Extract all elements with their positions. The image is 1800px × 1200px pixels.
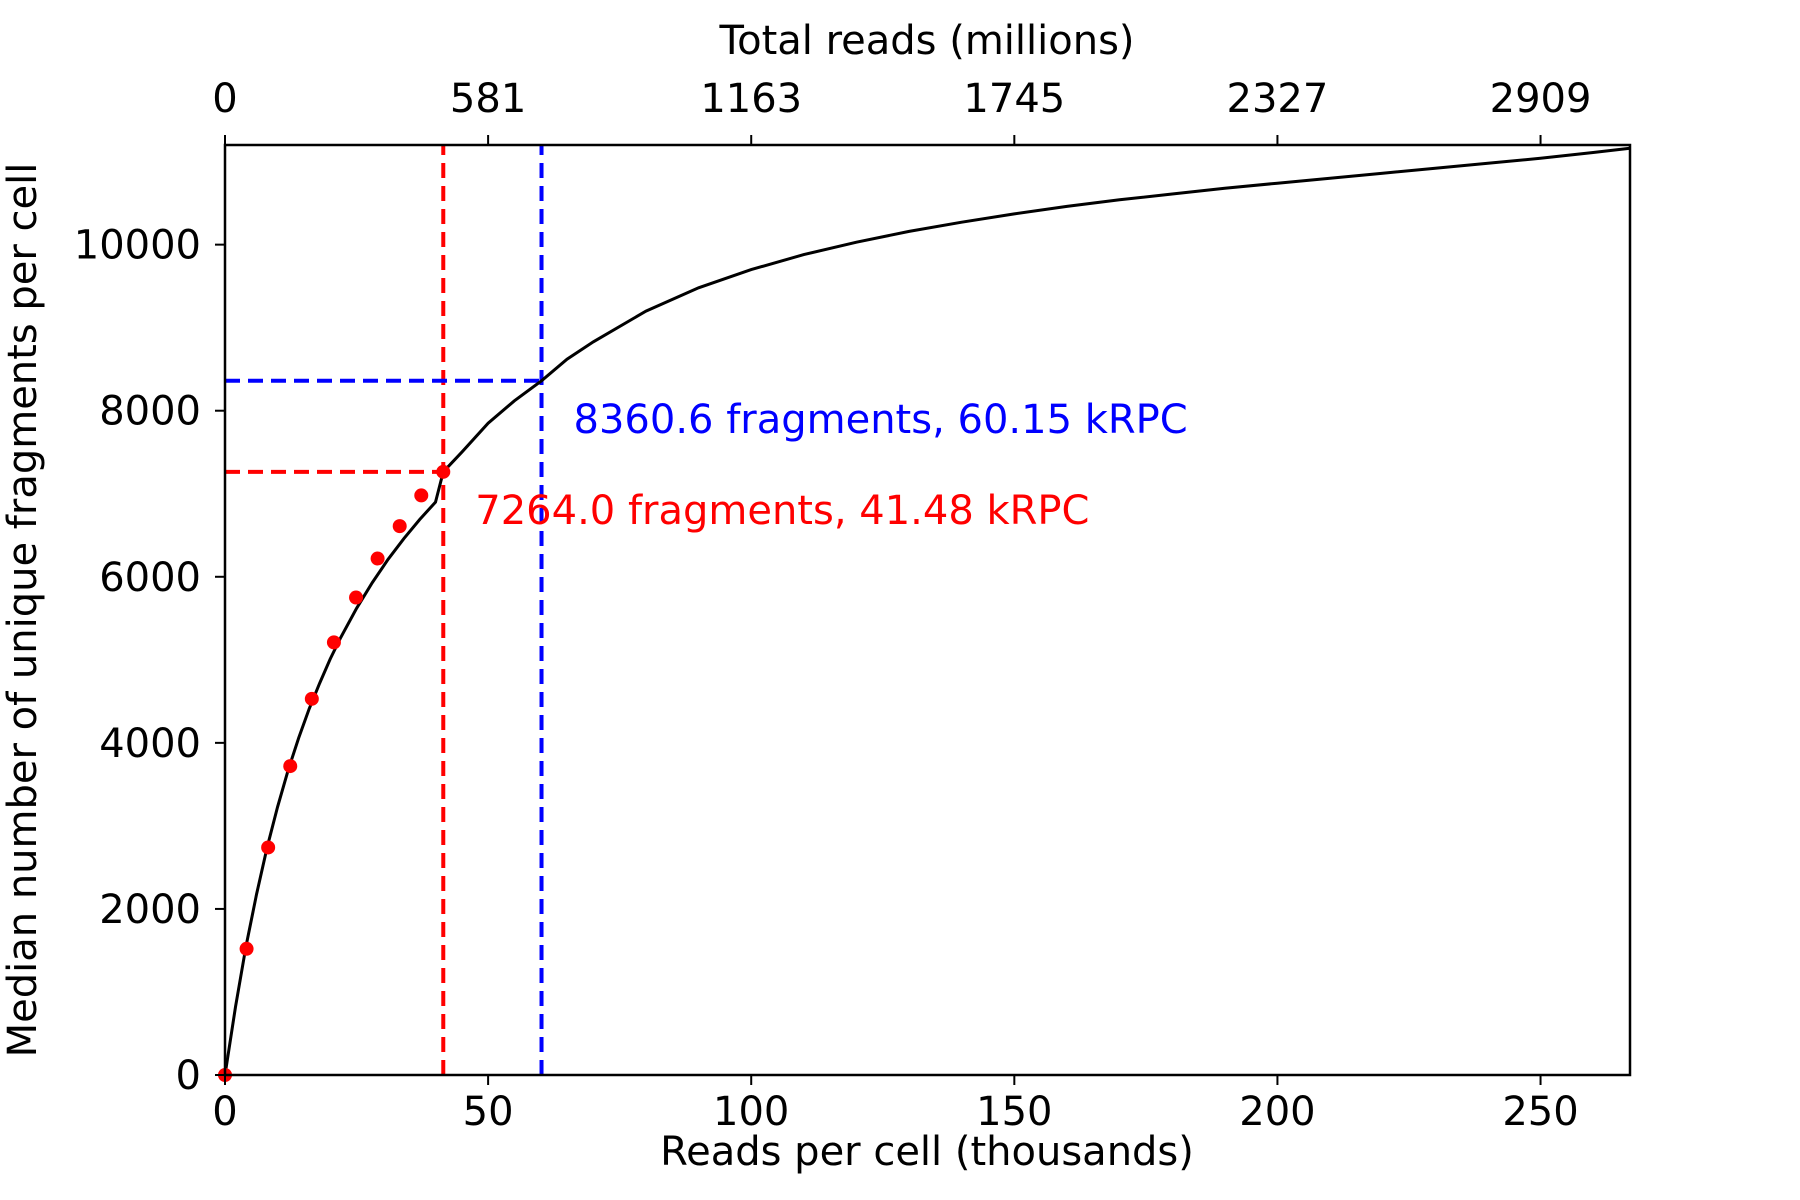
y-tick-label: 6000 (99, 555, 201, 601)
observed-point (239, 941, 254, 956)
top-tick-label: 581 (450, 76, 526, 122)
observed-point (370, 551, 385, 566)
plot-frame (223, 143, 1632, 1077)
y-tick-label: 8000 (99, 389, 201, 435)
top-tick-label: 2327 (1227, 76, 1329, 122)
observed-point (436, 464, 451, 479)
x-tick-label: 250 (1502, 1089, 1578, 1135)
top-tick-label: 0 (212, 76, 237, 122)
y-axis-title: Median number of unique fragments per ce… (0, 163, 46, 1058)
x-tick-label: 100 (713, 1089, 789, 1135)
observed-point (349, 590, 364, 605)
plot-marks (218, 145, 1631, 1082)
x-axis-bottom: 0 50 100 150 200 250 (212, 1075, 1579, 1135)
observed-point (392, 519, 407, 534)
fit-curve-line (223, 146, 1631, 1076)
observed-point (414, 488, 429, 503)
top-axis-title: Total reads (millions) (718, 18, 1134, 64)
marker-label-1: 8360.6 fragments, 60.15 kRPC (574, 397, 1188, 443)
observed-point (261, 840, 276, 855)
y-axis: 0 2000 4000 6000 8000 10000 (74, 223, 225, 1099)
y-tick-label: 10000 (74, 223, 201, 269)
x-axis-top: 0 581 1163 1745 2327 2909 (212, 76, 1591, 145)
y-tick-label: 2000 (99, 887, 201, 933)
observed-point (304, 691, 319, 706)
marker-annotations: 7264.0 fragments, 41.48 kRPC 8360.6 fragm… (475, 397, 1187, 534)
top-tick-label: 1745 (963, 76, 1065, 122)
top-tick-label: 1163 (700, 76, 802, 122)
marker-label-0: 7264.0 fragments, 41.48 kRPC (475, 488, 1089, 534)
observed-point (283, 759, 298, 774)
x-tick-label: 200 (1239, 1089, 1315, 1135)
y-tick-label: 4000 (99, 721, 201, 767)
x-tick-label: 50 (463, 1089, 514, 1135)
top-tick-label: 2909 (1490, 76, 1592, 122)
observed-point (326, 635, 341, 650)
y-tick-label: 0 (176, 1053, 201, 1099)
x-axis-title: Reads per cell (thousands) (660, 1129, 1194, 1175)
x-tick-label: 0 (212, 1089, 237, 1135)
x-tick-label: 150 (976, 1089, 1052, 1135)
